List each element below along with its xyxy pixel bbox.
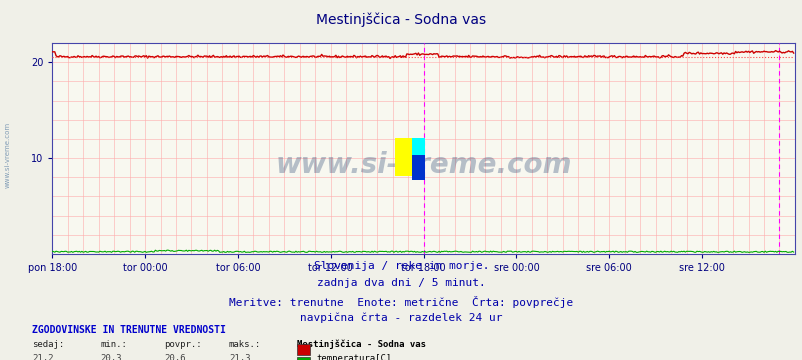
Text: ZGODOVINSKE IN TRENUTNE VREDNOSTI: ZGODOVINSKE IN TRENUTNE VREDNOSTI (32, 325, 225, 335)
Text: Mestinjščica - Sodna vas: Mestinjščica - Sodna vas (297, 340, 426, 349)
Bar (395, 138, 411, 176)
Bar (411, 155, 424, 180)
Text: www.si-vreme.com: www.si-vreme.com (275, 151, 571, 179)
Text: Slovenija / reke in morje.: Slovenija / reke in morje. (314, 261, 488, 271)
Text: Meritve: trenutne  Enote: metrične  Črta: povprečje: Meritve: trenutne Enote: metrične Črta: … (229, 296, 573, 307)
Text: maks.:: maks.: (229, 340, 261, 349)
Text: povpr.:: povpr.: (164, 340, 202, 349)
Text: 21,3: 21,3 (229, 354, 250, 360)
Text: www.si-vreme.com: www.si-vreme.com (5, 122, 11, 188)
Text: sedaj:: sedaj: (32, 340, 64, 349)
Text: Mestinjščica - Sodna vas: Mestinjščica - Sodna vas (316, 13, 486, 27)
Text: 21,2: 21,2 (32, 354, 54, 360)
Text: temperatura[C]: temperatura[C] (316, 354, 391, 360)
Text: zadnja dva dni / 5 minut.: zadnja dva dni / 5 minut. (317, 278, 485, 288)
Bar (411, 138, 424, 159)
Text: 20,3: 20,3 (100, 354, 122, 360)
Text: min.:: min.: (100, 340, 127, 349)
Text: 20,6: 20,6 (164, 354, 186, 360)
Text: navpična črta - razdelek 24 ur: navpična črta - razdelek 24 ur (300, 313, 502, 323)
